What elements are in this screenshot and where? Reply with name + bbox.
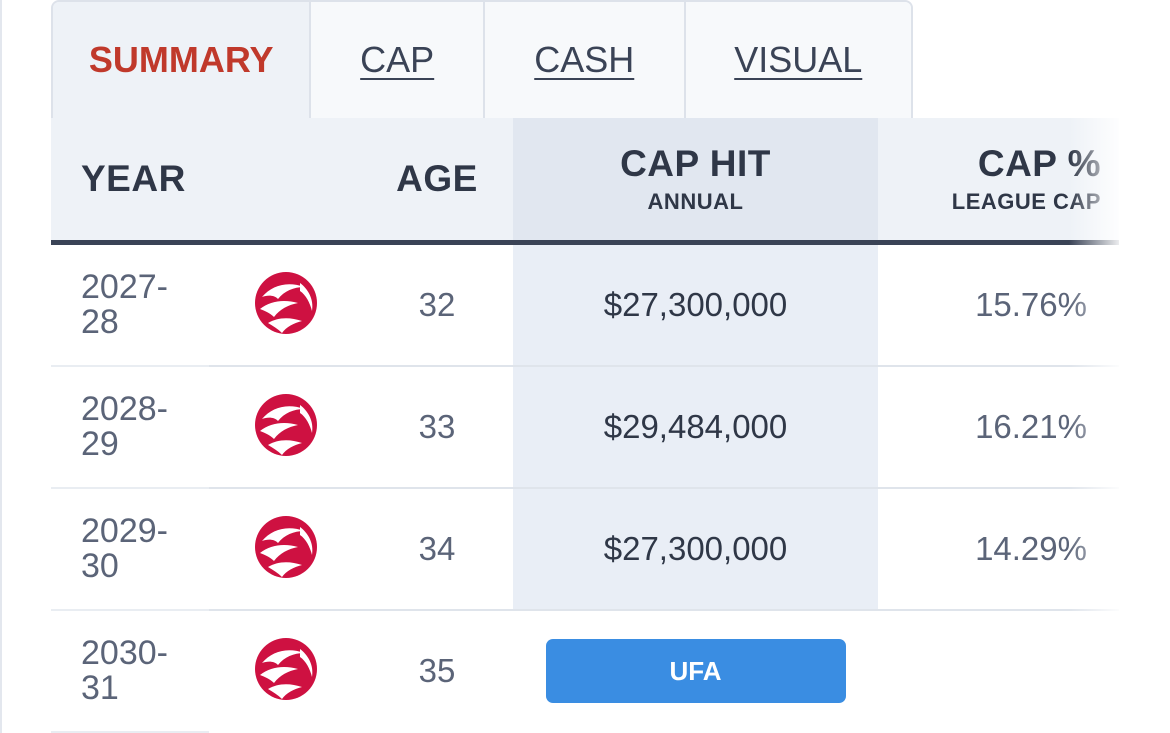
row-divider: [209, 487, 1119, 489]
scroll-edge: [1119, 118, 1170, 733]
team-logo-cell: [251, 611, 321, 731]
raptors-logo-icon[interactable]: [254, 393, 318, 462]
table-body: 2027- 28 32 $27,300,000 15.76% 2028- 29: [51, 245, 1119, 733]
row-divider: [209, 609, 1119, 611]
table-row: 2029- 30 34 $27,300,000 14.29%: [51, 489, 1119, 611]
raptors-logo-icon[interactable]: [254, 637, 318, 706]
cap-pct-value: 16.21%: [975, 408, 1087, 445]
row-divider: [51, 731, 209, 733]
column-header-cap-hit-sublabel: ANNUAL: [647, 189, 744, 214]
cap-hit-cell: $27,300,000: [513, 489, 878, 609]
ufa-status-badge[interactable]: UFA: [545, 639, 846, 703]
column-header-age[interactable]: AGE: [381, 118, 493, 240]
year-line-2: 30: [81, 547, 119, 585]
column-header-cap-hit-label: CAP HIT: [620, 143, 771, 184]
page-edge: [0, 0, 2, 733]
column-header-cap-pct-label: CAP %: [977, 143, 1101, 184]
age-cell: 35: [418, 652, 456, 689]
team-logo-cell: [251, 245, 321, 365]
cap-pct-cell: 15.76%: [878, 245, 1119, 365]
year-line-2: 31: [81, 669, 119, 707]
year-cell: 2028- 29: [81, 367, 191, 487]
column-header-year-label: YEAR: [81, 158, 186, 199]
row-divider: [51, 365, 209, 367]
year-line-1: 2029-: [81, 512, 168, 550]
cap-hit-cell: $27,300,000: [513, 245, 878, 365]
table-row: 2028- 29 33 $29,484,000 16.21%: [51, 367, 1119, 489]
contract-table: YEAR AGE CAP HIT ANNUAL CAP % LEAGUE CAP…: [51, 118, 1119, 733]
cap-pct-cell: 14.29%: [878, 489, 1119, 609]
column-header-age-label: AGE: [396, 158, 478, 199]
column-header-cap-hit[interactable]: CAP HIT ANNUAL: [513, 118, 878, 240]
tab-summary[interactable]: SUMMARY: [53, 2, 310, 118]
cap-hit-cell: $29,484,000: [513, 367, 878, 487]
table-header: YEAR AGE CAP HIT ANNUAL CAP % LEAGUE CAP: [51, 118, 1119, 245]
year-line-2: 29: [81, 425, 119, 463]
table-row: 2030- 31 35 UFA: [51, 611, 1119, 733]
cap-pct-value: 14.29%: [975, 530, 1087, 567]
team-logo-cell: [251, 367, 321, 487]
column-header-cap-pct[interactable]: CAP % LEAGUE CAP: [878, 118, 1119, 240]
column-header-cap-pct-sublabel: LEAGUE CAP: [951, 189, 1101, 214]
team-logo-cell: [251, 489, 321, 609]
column-header-year[interactable]: YEAR: [81, 118, 281, 240]
age-cell: 34: [418, 530, 456, 567]
year-line-1: 2030-: [81, 634, 168, 672]
table-row: 2027- 28 32 $27,300,000 15.76%: [51, 245, 1119, 367]
age-cell: 33: [418, 408, 456, 445]
year-cell: 2030- 31: [81, 611, 191, 731]
status-cell: UFA: [513, 611, 878, 731]
raptors-logo-icon[interactable]: [254, 515, 318, 584]
year-cell: 2027- 28: [81, 245, 191, 365]
tab-cap[interactable]: CAP: [309, 2, 483, 118]
cap-pct-cell: 16.21%: [878, 367, 1119, 487]
raptors-logo-icon[interactable]: [254, 271, 318, 340]
year-line-2: 28: [81, 303, 119, 341]
age-cell: 32: [418, 286, 456, 323]
year-line-1: 2027-: [81, 268, 168, 306]
tab-cash[interactable]: CASH: [482, 2, 684, 118]
row-divider: [51, 487, 209, 489]
tab-bar: SUMMARY CAP CASH VISUAL: [51, 0, 913, 118]
row-divider: [209, 365, 1119, 367]
tab-visual[interactable]: VISUAL: [683, 2, 911, 118]
cap-pct-value: 15.76%: [975, 286, 1087, 323]
year-cell: 2029- 30: [81, 489, 191, 609]
row-divider: [51, 609, 209, 611]
year-line-1: 2028-: [81, 390, 168, 428]
